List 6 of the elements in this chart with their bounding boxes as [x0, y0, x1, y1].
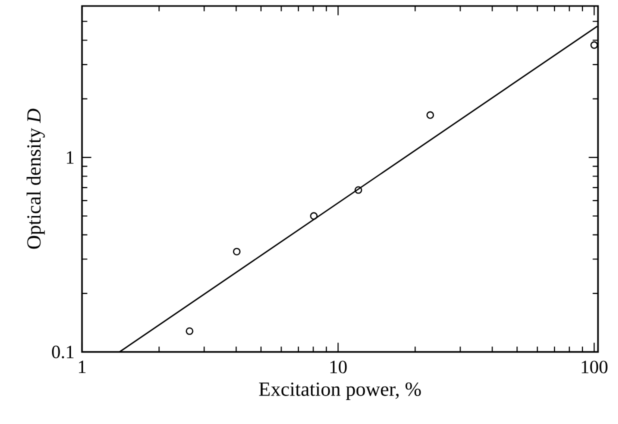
x-axis-title: Excitation power, %	[259, 382, 421, 400]
x-tick-label: 100	[582, 360, 608, 374]
x-tick-label: 1	[78, 360, 86, 374]
y-axis-title: Optical density D	[26, 108, 45, 249]
x-tick-label: 10	[330, 360, 347, 374]
y-tick-label: 0.1	[52, 346, 74, 358]
